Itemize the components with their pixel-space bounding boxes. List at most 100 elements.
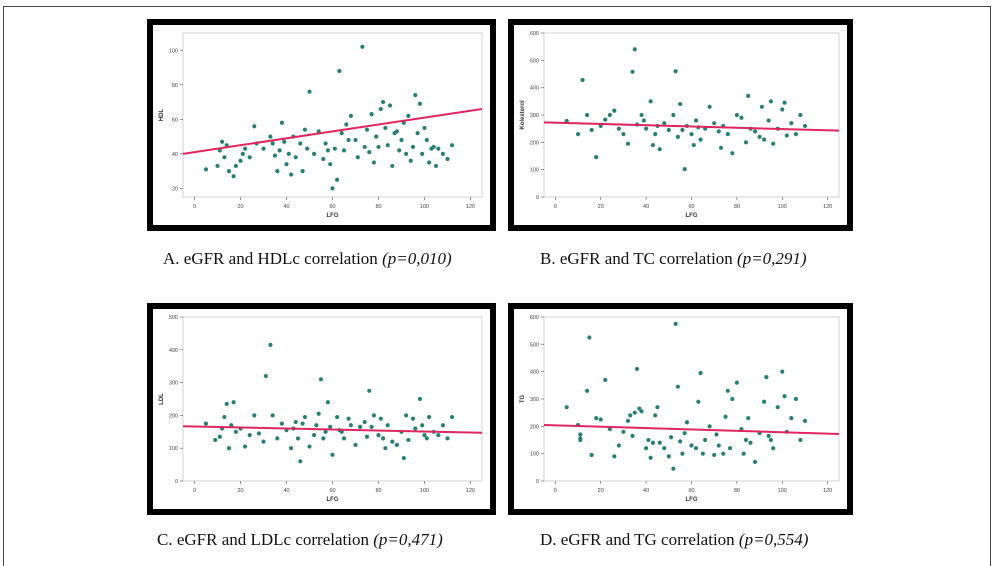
data-point bbox=[256, 431, 261, 436]
data-point bbox=[261, 146, 266, 151]
data-point bbox=[213, 437, 218, 443]
data-point bbox=[718, 145, 724, 150]
x-tick-label: 40 bbox=[283, 488, 289, 494]
x-axis-label: LFG bbox=[327, 497, 339, 503]
data-point bbox=[233, 163, 238, 169]
data-point bbox=[353, 137, 358, 143]
data-point bbox=[684, 420, 690, 425]
data-point bbox=[589, 452, 594, 458]
y-tick-label: 400 bbox=[169, 348, 178, 354]
data-point bbox=[226, 446, 232, 451]
y-tick-label: 80 bbox=[172, 83, 178, 89]
data-point bbox=[680, 127, 685, 133]
data-point bbox=[712, 121, 717, 126]
data-point bbox=[268, 342, 273, 347]
data-point bbox=[743, 140, 749, 145]
scatter-chart: 0 20 40 60 80 100 120 0 100 200 300 400 500 600 LFG TG bbox=[520, 315, 840, 503]
x-tick-label: 60 bbox=[329, 204, 335, 210]
data-point bbox=[318, 377, 324, 382]
data-point bbox=[585, 388, 590, 393]
caption-b-pvalue: (p=0,291) bbox=[737, 249, 807, 268]
data-point bbox=[666, 454, 671, 459]
data-point bbox=[445, 436, 450, 441]
x-tick-label: 80 bbox=[734, 488, 740, 494]
data-point bbox=[247, 155, 252, 160]
data-point bbox=[678, 439, 683, 444]
data-point bbox=[284, 162, 289, 167]
data-point bbox=[630, 69, 635, 74]
x-tick-label: 80 bbox=[375, 488, 381, 494]
data-point bbox=[580, 77, 585, 83]
data-point bbox=[673, 321, 678, 326]
data-point bbox=[789, 416, 794, 421]
data-point bbox=[406, 437, 411, 443]
data-point bbox=[231, 400, 236, 405]
data-point bbox=[406, 113, 411, 118]
data-point bbox=[275, 169, 280, 174]
data-point bbox=[657, 147, 662, 152]
data-point bbox=[272, 153, 278, 158]
data-point bbox=[655, 405, 660, 410]
data-point bbox=[775, 405, 780, 410]
data-point bbox=[344, 122, 349, 127]
data-point bbox=[564, 405, 569, 410]
data-point bbox=[712, 452, 717, 458]
data-point bbox=[682, 431, 687, 436]
data-point bbox=[707, 104, 712, 109]
data-point bbox=[644, 126, 649, 131]
data-point bbox=[335, 414, 340, 420]
data-point bbox=[420, 423, 425, 428]
data-point bbox=[222, 414, 227, 420]
x-tick-label: 0 bbox=[193, 488, 196, 494]
scatter-chart: 0 20 40 60 80 100 120 0 100 200 300 400 500 LFG LDL bbox=[159, 315, 483, 503]
data-point bbox=[782, 394, 787, 399]
y-tick-label: 400 bbox=[530, 370, 539, 376]
data-point bbox=[594, 416, 599, 421]
data-point bbox=[427, 160, 432, 165]
x-tick-label: 120 bbox=[466, 488, 475, 494]
data-point bbox=[321, 436, 326, 441]
data-point bbox=[621, 429, 626, 434]
data-point bbox=[328, 424, 333, 429]
data-point bbox=[768, 99, 774, 104]
data-point bbox=[657, 440, 662, 445]
data-point bbox=[376, 144, 381, 150]
data-point bbox=[224, 401, 229, 407]
data-point bbox=[653, 132, 658, 137]
scatter-panel-cholesterol: 0 20 40 60 80 100 120 0 100 200 300 400 500 600 LFG Kol… bbox=[508, 19, 853, 231]
y-tick-label: 200 bbox=[169, 413, 178, 419]
data-point bbox=[727, 446, 733, 451]
data-point bbox=[300, 421, 305, 426]
data-point bbox=[673, 69, 678, 74]
x-tick-label: 20 bbox=[598, 488, 604, 494]
data-point bbox=[383, 446, 388, 451]
data-point bbox=[730, 396, 735, 402]
data-point bbox=[671, 112, 676, 118]
x-tick-label: 40 bbox=[283, 204, 289, 210]
x-tick-label: 60 bbox=[688, 488, 694, 494]
x-tick-label: 100 bbox=[420, 488, 429, 494]
caption-a: A. eGFR and HDLc correlation (p=0,010) bbox=[163, 249, 452, 269]
data-point bbox=[293, 155, 298, 160]
data-point bbox=[397, 148, 402, 153]
data-point bbox=[328, 162, 333, 167]
data-point bbox=[662, 446, 667, 451]
x-tick-label: 120 bbox=[823, 488, 832, 494]
data-point bbox=[682, 167, 687, 172]
data-point bbox=[698, 370, 703, 376]
data-point bbox=[325, 400, 330, 405]
data-point bbox=[263, 373, 268, 379]
data-point bbox=[780, 107, 785, 112]
data-point bbox=[348, 113, 353, 118]
y-tick-label: 500 bbox=[530, 58, 539, 64]
data-point bbox=[332, 146, 337, 151]
data-point bbox=[240, 151, 245, 156]
data-point bbox=[802, 418, 808, 423]
y-tick-label: 400 bbox=[530, 86, 539, 92]
data-point bbox=[594, 154, 599, 160]
y-axis-label: LDL bbox=[159, 393, 165, 405]
scatter-panel-ldl: 0 20 40 60 80 100 120 0 100 200 300 400 500 LFG LDL bbox=[147, 303, 496, 515]
data-point bbox=[282, 139, 287, 144]
data-point bbox=[789, 121, 794, 126]
data-point bbox=[762, 399, 767, 404]
